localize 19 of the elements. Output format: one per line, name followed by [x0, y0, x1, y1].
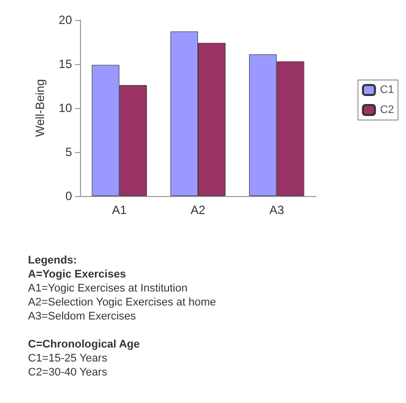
text: C2=30-40 Years: [28, 366, 108, 378]
text: C1=15-25 Years: [28, 352, 108, 364]
text: A2=Selection Yogic Exercises at home: [28, 296, 216, 308]
y-tick-label: 0: [65, 189, 72, 203]
text: Legends:: [28, 254, 77, 266]
y-tick-label: 5: [65, 145, 72, 159]
x-tick-label: A3: [269, 203, 284, 217]
text: A1=Yogic Exercises at Institution: [28, 282, 188, 294]
y-tick-label: 10: [58, 101, 72, 115]
y-tick-label: 15: [58, 57, 72, 71]
y-axis-title: Well-Being: [33, 79, 47, 137]
text: C=Chronological Age: [28, 338, 140, 350]
text: A=Yogic Exercises: [28, 268, 126, 280]
x-tick-label: A2: [190, 203, 206, 217]
text: A3=Seldom Exercises: [28, 310, 136, 322]
y-tick-label: 20: [58, 13, 72, 27]
legend-label: C2: [380, 104, 394, 116]
x-tick-label: A1: [112, 203, 127, 217]
legend-label: C1: [380, 84, 394, 96]
